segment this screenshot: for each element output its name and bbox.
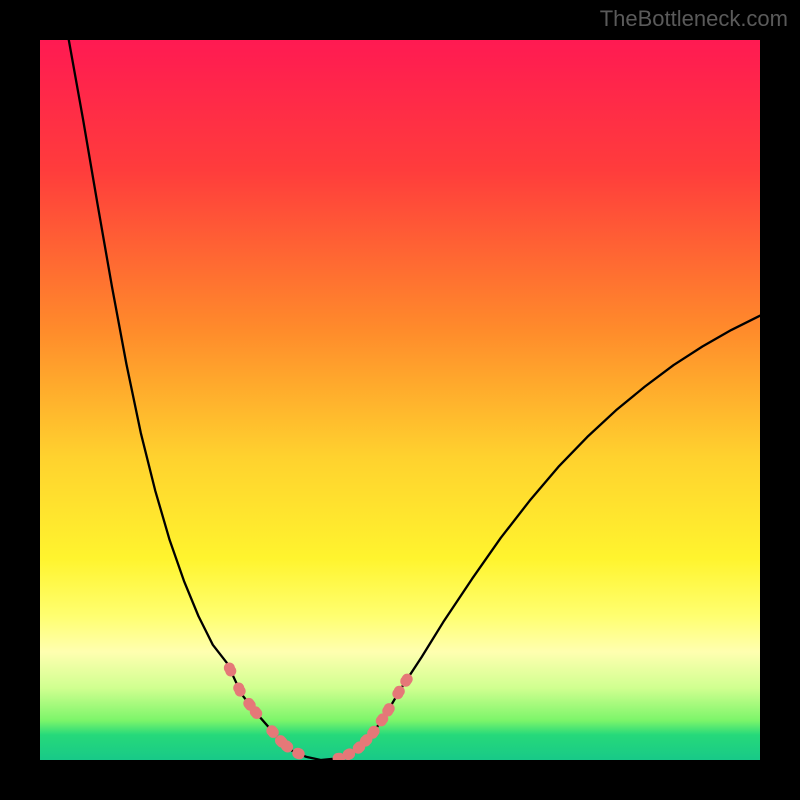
data-point (369, 726, 380, 737)
data-point (384, 703, 395, 714)
data-point (225, 666, 236, 677)
data-point (268, 727, 279, 738)
data-point (235, 686, 246, 697)
data-point (402, 674, 413, 685)
data-point (282, 742, 293, 753)
watermark-text: TheBottleneck.com (600, 6, 788, 32)
data-point (251, 708, 262, 719)
line-chart (40, 40, 760, 760)
data-point (394, 686, 405, 697)
chart-container (40, 40, 760, 760)
gradient-background (40, 40, 760, 760)
data-point (294, 748, 305, 759)
